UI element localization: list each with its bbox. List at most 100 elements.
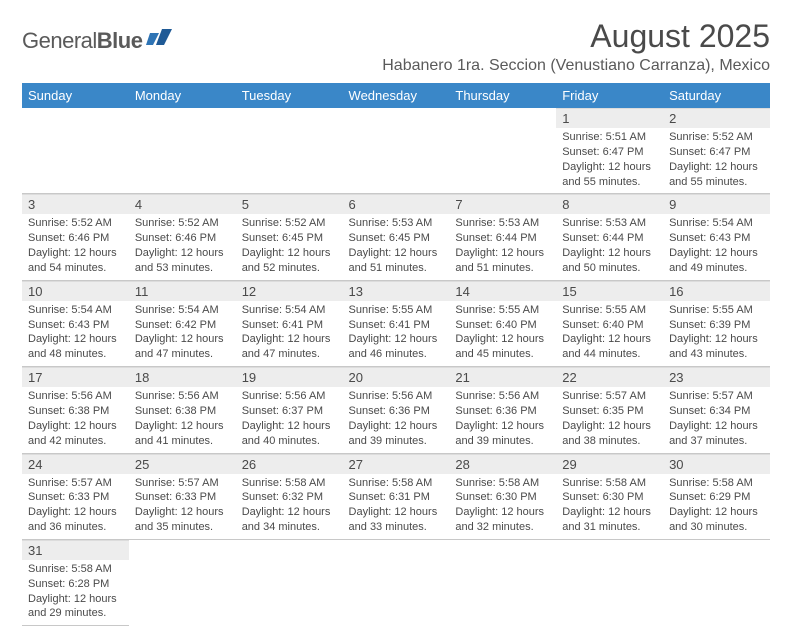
day-number: 7	[449, 194, 556, 214]
calendar-cell	[343, 539, 450, 625]
calendar-row: 17Sunrise: 5:56 AMSunset: 6:38 PMDayligh…	[22, 367, 770, 453]
day-details: Sunrise: 5:57 AMSunset: 6:33 PMDaylight:…	[129, 474, 236, 539]
daylight-line: Daylight: 12 hours and 47 minutes.	[242, 332, 337, 362]
daylight-line: Daylight: 12 hours and 34 minutes.	[242, 505, 337, 535]
sunset-line: Sunset: 6:38 PM	[28, 404, 123, 419]
sunset-line: Sunset: 6:32 PM	[242, 490, 337, 505]
daylight-line: Daylight: 12 hours and 29 minutes.	[28, 592, 123, 622]
weekday-header-row: Sunday Monday Tuesday Wednesday Thursday…	[22, 83, 770, 108]
calendar-cell: 8Sunrise: 5:53 AMSunset: 6:44 PMDaylight…	[556, 194, 663, 280]
col-thursday: Thursday	[449, 83, 556, 108]
sunrise-line: Sunrise: 5:53 AM	[455, 216, 550, 231]
col-wednesday: Wednesday	[343, 83, 450, 108]
calendar-cell	[556, 539, 663, 625]
day-number: 16	[663, 281, 770, 301]
sunset-line: Sunset: 6:43 PM	[669, 231, 764, 246]
day-details: Sunrise: 5:58 AMSunset: 6:30 PMDaylight:…	[449, 474, 556, 539]
sunrise-line: Sunrise: 5:55 AM	[669, 303, 764, 318]
calendar-cell: 9Sunrise: 5:54 AMSunset: 6:43 PMDaylight…	[663, 194, 770, 280]
sunset-line: Sunset: 6:41 PM	[242, 318, 337, 333]
flag-icon	[146, 29, 172, 47]
sunrise-line: Sunrise: 5:58 AM	[669, 476, 764, 491]
daylight-line: Daylight: 12 hours and 41 minutes.	[135, 419, 230, 449]
day-number: 24	[22, 454, 129, 474]
day-number: 28	[449, 454, 556, 474]
day-number: 10	[22, 281, 129, 301]
logo-text: GeneralBlue	[22, 28, 142, 54]
calendar-cell: 11Sunrise: 5:54 AMSunset: 6:42 PMDayligh…	[129, 280, 236, 366]
daylight-line: Daylight: 12 hours and 39 minutes.	[349, 419, 444, 449]
day-details: Sunrise: 5:56 AMSunset: 6:36 PMDaylight:…	[449, 387, 556, 452]
sunset-line: Sunset: 6:35 PM	[562, 404, 657, 419]
day-number: 17	[22, 367, 129, 387]
calendar-cell: 29Sunrise: 5:58 AMSunset: 6:30 PMDayligh…	[556, 453, 663, 539]
calendar-cell: 24Sunrise: 5:57 AMSunset: 6:33 PMDayligh…	[22, 453, 129, 539]
day-details: Sunrise: 5:52 AMSunset: 6:47 PMDaylight:…	[663, 128, 770, 193]
sunrise-line: Sunrise: 5:56 AM	[349, 389, 444, 404]
day-details: Sunrise: 5:56 AMSunset: 6:37 PMDaylight:…	[236, 387, 343, 452]
calendar-cell: 12Sunrise: 5:54 AMSunset: 6:41 PMDayligh…	[236, 280, 343, 366]
day-details: Sunrise: 5:54 AMSunset: 6:43 PMDaylight:…	[663, 214, 770, 279]
daylight-line: Daylight: 12 hours and 30 minutes.	[669, 505, 764, 535]
sunset-line: Sunset: 6:41 PM	[349, 318, 444, 333]
calendar-cell	[449, 539, 556, 625]
daylight-line: Daylight: 12 hours and 39 minutes.	[455, 419, 550, 449]
sunset-line: Sunset: 6:31 PM	[349, 490, 444, 505]
sunset-line: Sunset: 6:36 PM	[455, 404, 550, 419]
day-details: Sunrise: 5:55 AMSunset: 6:39 PMDaylight:…	[663, 301, 770, 366]
sunrise-line: Sunrise: 5:55 AM	[455, 303, 550, 318]
calendar-cell: 16Sunrise: 5:55 AMSunset: 6:39 PMDayligh…	[663, 280, 770, 366]
calendar-cell	[129, 108, 236, 194]
day-details: Sunrise: 5:58 AMSunset: 6:28 PMDaylight:…	[22, 560, 129, 625]
day-details: Sunrise: 5:52 AMSunset: 6:46 PMDaylight:…	[129, 214, 236, 279]
day-details: Sunrise: 5:56 AMSunset: 6:36 PMDaylight:…	[343, 387, 450, 452]
daylight-line: Daylight: 12 hours and 49 minutes.	[669, 246, 764, 276]
day-details: Sunrise: 5:58 AMSunset: 6:31 PMDaylight:…	[343, 474, 450, 539]
sunset-line: Sunset: 6:42 PM	[135, 318, 230, 333]
sunrise-line: Sunrise: 5:54 AM	[28, 303, 123, 318]
logo-word2: Blue	[97, 28, 143, 53]
day-number: 12	[236, 281, 343, 301]
calendar-row: 24Sunrise: 5:57 AMSunset: 6:33 PMDayligh…	[22, 453, 770, 539]
sunrise-line: Sunrise: 5:52 AM	[242, 216, 337, 231]
day-number: 6	[343, 194, 450, 214]
day-number: 30	[663, 454, 770, 474]
day-details: Sunrise: 5:56 AMSunset: 6:38 PMDaylight:…	[129, 387, 236, 452]
daylight-line: Daylight: 12 hours and 31 minutes.	[562, 505, 657, 535]
day-details: Sunrise: 5:54 AMSunset: 6:43 PMDaylight:…	[22, 301, 129, 366]
day-number: 13	[343, 281, 450, 301]
sunset-line: Sunset: 6:33 PM	[28, 490, 123, 505]
day-details: Sunrise: 5:54 AMSunset: 6:41 PMDaylight:…	[236, 301, 343, 366]
daylight-line: Daylight: 12 hours and 40 minutes.	[242, 419, 337, 449]
calendar-cell: 25Sunrise: 5:57 AMSunset: 6:33 PMDayligh…	[129, 453, 236, 539]
day-number: 4	[129, 194, 236, 214]
day-number: 1	[556, 108, 663, 128]
daylight-line: Daylight: 12 hours and 38 minutes.	[562, 419, 657, 449]
calendar-cell: 6Sunrise: 5:53 AMSunset: 6:45 PMDaylight…	[343, 194, 450, 280]
day-details: Sunrise: 5:54 AMSunset: 6:42 PMDaylight:…	[129, 301, 236, 366]
sunset-line: Sunset: 6:47 PM	[669, 145, 764, 160]
day-details: Sunrise: 5:53 AMSunset: 6:44 PMDaylight:…	[556, 214, 663, 279]
daylight-line: Daylight: 12 hours and 51 minutes.	[455, 246, 550, 276]
title-block: August 2025 Habanero 1ra. Seccion (Venus…	[382, 18, 770, 75]
daylight-line: Daylight: 12 hours and 37 minutes.	[669, 419, 764, 449]
day-number: 31	[22, 540, 129, 560]
sunrise-line: Sunrise: 5:54 AM	[669, 216, 764, 231]
calendar-table: Sunday Monday Tuesday Wednesday Thursday…	[22, 83, 770, 626]
sunset-line: Sunset: 6:38 PM	[135, 404, 230, 419]
day-number: 14	[449, 281, 556, 301]
sunset-line: Sunset: 6:34 PM	[669, 404, 764, 419]
day-number: 25	[129, 454, 236, 474]
daylight-line: Daylight: 12 hours and 45 minutes.	[455, 332, 550, 362]
col-sunday: Sunday	[22, 83, 129, 108]
calendar-row: 1Sunrise: 5:51 AMSunset: 6:47 PMDaylight…	[22, 108, 770, 194]
sunset-line: Sunset: 6:40 PM	[562, 318, 657, 333]
day-details: Sunrise: 5:52 AMSunset: 6:45 PMDaylight:…	[236, 214, 343, 279]
calendar-cell	[449, 108, 556, 194]
calendar-row: 10Sunrise: 5:54 AMSunset: 6:43 PMDayligh…	[22, 280, 770, 366]
sunrise-line: Sunrise: 5:55 AM	[349, 303, 444, 318]
day-details: Sunrise: 5:58 AMSunset: 6:30 PMDaylight:…	[556, 474, 663, 539]
sunrise-line: Sunrise: 5:55 AM	[562, 303, 657, 318]
sunrise-line: Sunrise: 5:51 AM	[562, 130, 657, 145]
sunrise-line: Sunrise: 5:58 AM	[28, 562, 123, 577]
